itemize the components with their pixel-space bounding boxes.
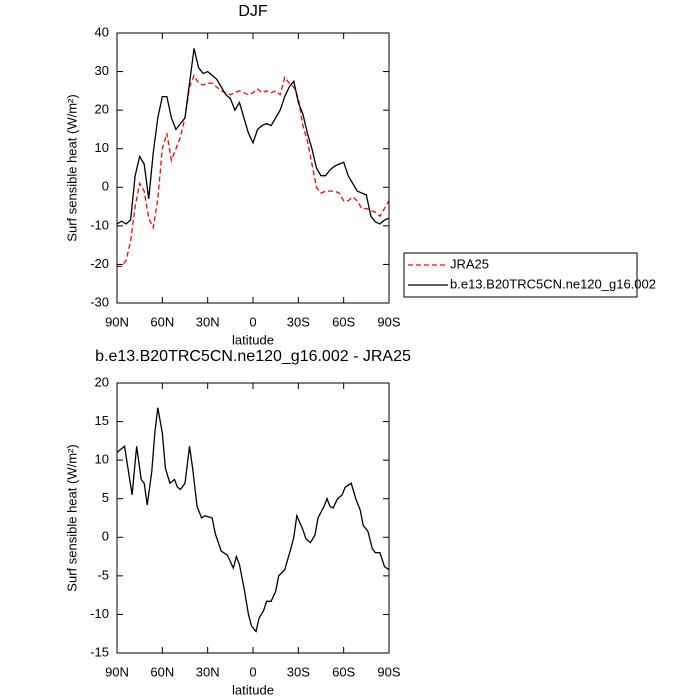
plot-frame <box>116 382 390 654</box>
y-tick-label: -5 <box>97 567 109 582</box>
y-tick-label: 20 <box>95 102 109 117</box>
x-tick-label: 60S <box>332 664 355 679</box>
legend-box <box>403 252 638 298</box>
chart-title: b.e13.B20TRC5CN.ne120_g16.002 - JRA25 <box>95 348 411 365</box>
x-axis-label: latitude <box>232 682 274 697</box>
y-tick-label: 40 <box>95 24 109 39</box>
y-tick-label: 10 <box>95 452 109 467</box>
y-tick-label: -30 <box>90 294 109 309</box>
y-tick-label: 10 <box>95 140 109 155</box>
data-line <box>116 48 390 225</box>
x-axis-label: latitude <box>232 332 274 347</box>
plot-frame <box>116 32 390 304</box>
legend-label: b.e13.B20TRC5CN.ne120_g16.002 <box>450 276 656 291</box>
y-tick-label: 15 <box>95 413 109 428</box>
x-tick-label: 60N <box>150 314 174 329</box>
data-line <box>117 73 390 268</box>
x-tick-label: 90N <box>105 314 129 329</box>
x-tick-label: 0 <box>249 664 256 679</box>
y-tick-label: -10 <box>90 217 109 232</box>
x-tick-label: 0 <box>249 314 256 329</box>
x-tick-label: 30S <box>287 314 310 329</box>
y-tick-label: -15 <box>90 644 109 659</box>
legend-label: JRA25 <box>450 256 489 271</box>
y-tick-label: 20 <box>95 374 109 389</box>
x-tick-label: 90S <box>377 664 400 679</box>
y-axis-label: Surf sensible heat (W/m²) <box>64 94 79 241</box>
x-tick-label: 60N <box>150 664 174 679</box>
y-tick-label: 0 <box>102 179 109 194</box>
y-tick-label: 30 <box>95 63 109 78</box>
y-tick-label: 5 <box>102 490 109 505</box>
x-tick-label: 30S <box>287 664 310 679</box>
x-tick-label: 30N <box>196 664 220 679</box>
chart-title: DJF <box>238 3 268 20</box>
y-tick-label: -20 <box>90 256 109 271</box>
data-line <box>116 407 390 633</box>
y-axis-label: Surf sensible heat (W/m²) <box>64 444 79 591</box>
y-tick-label: 0 <box>102 529 109 544</box>
y-tick-label: -10 <box>90 606 109 621</box>
x-tick-label: 90N <box>105 664 129 679</box>
x-tick-label: 60S <box>332 314 355 329</box>
x-tick-label: 90S <box>377 314 400 329</box>
x-tick-label: 30N <box>196 314 220 329</box>
